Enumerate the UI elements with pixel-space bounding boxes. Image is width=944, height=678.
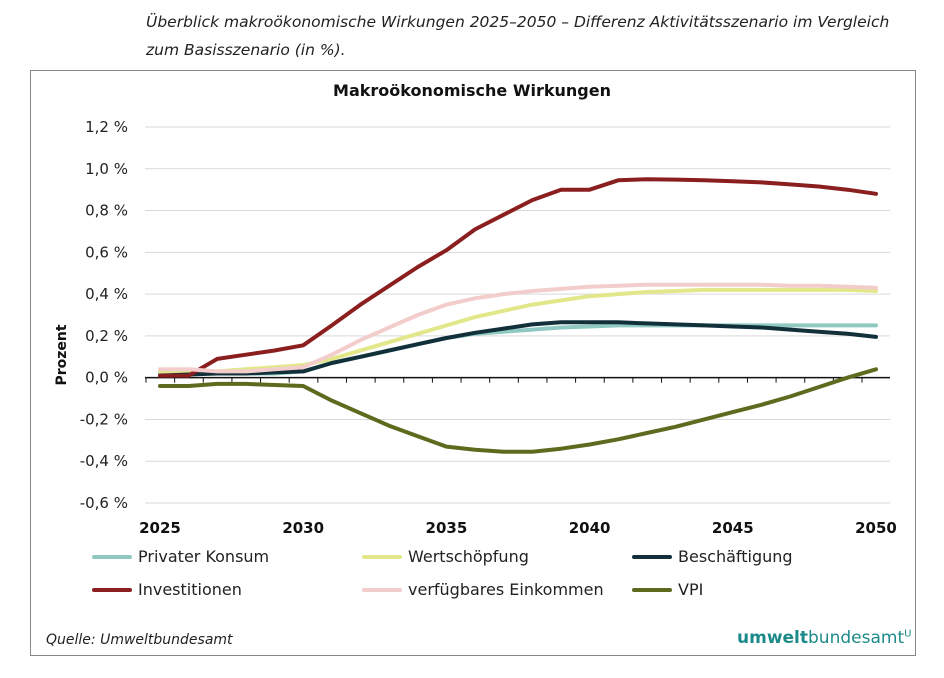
y-tick-label: 0,8 %: [85, 202, 128, 220]
chart-frame: [30, 70, 916, 656]
y-tick-label: 0,0 %: [85, 369, 128, 387]
y-tick-label: 1,2 %: [85, 118, 128, 136]
legend-label: Investitionen: [138, 580, 242, 599]
series-line-beschäftigung: [158, 320, 878, 378]
series-line-vpi: [158, 367, 878, 454]
y-tick-label: -0,2 %: [80, 410, 128, 428]
legend-swatch: [92, 554, 132, 559]
x-tick-label: 2035: [426, 519, 468, 537]
y-tick-label: -0,6 %: [80, 494, 128, 512]
series-line-investitionen: [158, 177, 878, 378]
legend-item: verfügbares Einkommen: [362, 580, 604, 599]
legend-item: Privater Konsum: [92, 547, 269, 566]
figure-caption: Überblick makroökonomische Wirkungen 202…: [146, 13, 890, 59]
x-tick-label: 2045: [712, 519, 754, 537]
legend-label: Beschäftigung: [678, 547, 793, 566]
legend-label: Privater Konsum: [138, 547, 270, 566]
legend-swatch: [632, 587, 672, 592]
x-tick-label: 2025: [139, 519, 181, 537]
legend-swatch: [92, 587, 132, 592]
legend-swatch: [362, 587, 402, 592]
chart-title: Makroökonomische Wirkungen: [333, 81, 611, 100]
legend-item: Wertschöpfung: [362, 547, 529, 566]
legend-swatch: [632, 554, 672, 559]
y-tick-label: -0,4 %: [80, 452, 128, 470]
x-tick-label: 2050: [855, 519, 897, 537]
legend-item: VPI: [632, 580, 703, 599]
x-tick-label: 2030: [282, 519, 324, 537]
y-tick-label: 0,4 %: [85, 285, 128, 303]
legend-label: verfügbares Einkommen: [408, 580, 604, 599]
x-tick-label: 2040: [569, 519, 611, 537]
legend-item: Investitionen: [92, 580, 242, 599]
umweltbundesamt-logo: umweltbundesamtU: [737, 628, 912, 648]
y-tick-label: 1,0 %: [85, 160, 128, 178]
y-tick-label: 0,6 %: [85, 243, 128, 261]
source-note: Quelle: Umweltbundesamt: [46, 632, 233, 648]
y-tick-label: 0,2 %: [85, 327, 128, 345]
series-line-verfügbares-einkommen: [158, 282, 878, 374]
legend-label: Wertschöpfung: [408, 547, 529, 566]
y-axis-label: Prozent: [54, 324, 70, 385]
legend-label: VPI: [678, 580, 704, 599]
series-line-wertschöpfung: [158, 287, 878, 374]
legend-swatch: [362, 554, 402, 559]
legend-item: Beschäftigung: [632, 547, 793, 566]
